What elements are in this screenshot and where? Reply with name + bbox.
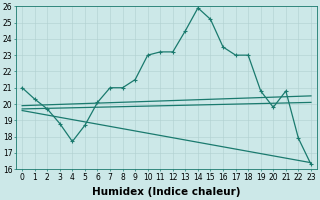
X-axis label: Humidex (Indice chaleur): Humidex (Indice chaleur)	[92, 187, 241, 197]
